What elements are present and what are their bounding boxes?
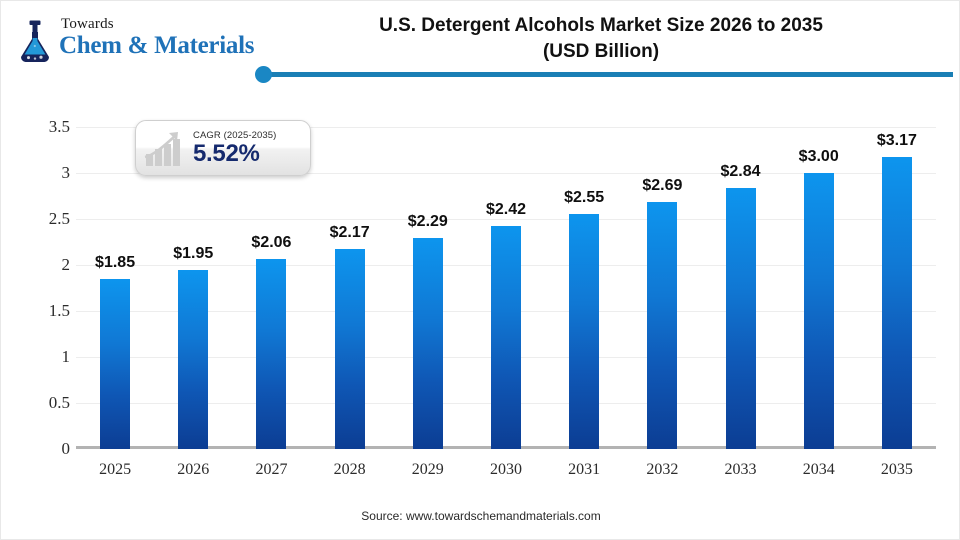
x-axis-tick-label: 2033: [724, 461, 757, 478]
source-note: Source: www.towardschemandmaterials.com: [361, 509, 601, 523]
bar-value-label: $2.69: [642, 176, 683, 194]
bar-value-label: $2.42: [485, 201, 527, 219]
y-axis-tick-label: 1.5: [48, 301, 70, 320]
brand-line-top: Towards: [61, 16, 114, 32]
growth-bar-chart-icon: [144, 132, 180, 166]
bar-value-label: $2.06: [251, 234, 292, 252]
bar-group: $1.95: [154, 127, 232, 449]
y-axis-tick-label: 2: [61, 255, 71, 274]
gridline: [76, 219, 936, 220]
cagr-value: 5.52%: [193, 140, 260, 167]
bar-group: $1.85: [76, 127, 154, 449]
bar[interactable]: [881, 157, 912, 449]
bar-value-label: $3.00: [798, 148, 839, 165]
x-axis-tick-label: 2032: [646, 461, 679, 478]
bar-chart: 0 0.5 1 1.5 2 2.5 3 3.5 $1.85 $1.95 $2.06 $2.17 $2.…: [1, 97, 959, 497]
x-axis-tick-label: 2028: [333, 461, 366, 478]
bar-group: $2.84: [701, 127, 779, 449]
y-axis-tick-label: 1: [61, 347, 71, 366]
bar-group: $2.69: [623, 127, 701, 449]
gridline: [76, 127, 936, 128]
header-divider-line: [257, 72, 953, 77]
bar-group: $2.29: [389, 127, 467, 449]
cagr-caption: CAGR (2025-2035): [193, 130, 277, 141]
bar[interactable]: [569, 214, 600, 449]
flask-icon: [20, 20, 50, 62]
bar[interactable]: [100, 278, 131, 449]
x-axis-tick-label: 2027: [255, 461, 288, 478]
x-axis-tick-label: 2025: [99, 461, 132, 478]
brand-wordmark: Towards Chem & Materials: [59, 16, 255, 59]
bar-value-label: $2.84: [720, 162, 761, 180]
header-divider-dot: [255, 66, 272, 83]
cagr-texts: CAGR (2025-2035) 5.52%: [193, 130, 276, 166]
bar-value-label: $1.95: [173, 244, 214, 262]
bar[interactable]: [256, 259, 287, 449]
bar-value-label: $2.55: [564, 189, 605, 207]
bar-value-label: $3.17: [876, 132, 917, 150]
bar-value-label: $2.29: [407, 213, 448, 231]
page-title: U.S. Detergent Alcohols Market Size 2026…: [271, 13, 931, 65]
x-axis-tick-label: 2031: [568, 461, 601, 478]
plot-area: $1.85 $1.95 $2.06 $2.17 $2.29 $2.42 $2.55 $2.69…: [76, 127, 936, 449]
bar[interactable]: [412, 238, 443, 449]
y-axis-tick-label: 0: [61, 439, 71, 458]
bar-group: $2.42: [467, 127, 545, 449]
bar[interactable]: [490, 226, 521, 449]
cagr-badge: CAGR (2025-2035) 5.52%: [135, 120, 311, 176]
y-axis-tick-label: 3.5: [48, 117, 70, 136]
brand-line-bottom: Chem & Materials: [59, 32, 255, 59]
brand-logo: Towards Chem & Materials: [15, 17, 254, 63]
x-axis-tick-label: 2030: [489, 461, 522, 478]
x-axis-tick-label: 2035: [880, 461, 913, 478]
x-axis-tick-label: 2026: [177, 461, 210, 478]
bar[interactable]: [178, 269, 209, 449]
bar[interactable]: [725, 187, 756, 449]
bar[interactable]: [803, 173, 834, 449]
bar-group: $2.06: [232, 127, 310, 449]
gridline: [76, 173, 936, 174]
title-line-2: (USD Billion): [542, 41, 660, 63]
x-axis-tick-label: 2034: [802, 461, 835, 478]
bar-value-label: $1.85: [95, 253, 136, 271]
bar-group: $2.17: [311, 127, 389, 449]
y-axis-tick-label: 2.5: [48, 209, 70, 228]
bar[interactable]: [334, 249, 365, 449]
y-axis-tick-label: 0.5: [48, 393, 70, 412]
x-axis-tick-label: 2029: [411, 461, 444, 478]
y-axis-tick-label: 3: [61, 163, 71, 182]
y-axis: 0 0.5 1 1.5 2 2.5 3 3.5: [15, 117, 71, 458]
bar-group: $3.17: [858, 127, 936, 449]
bar-value-label: $2.17: [329, 224, 370, 242]
title-line-1: U.S. Detergent Alcohols Market Size 2026…: [379, 15, 823, 36]
bar-group: $2.55: [545, 127, 623, 449]
bar[interactable]: [647, 201, 678, 449]
bar-group: $3.00: [780, 127, 858, 449]
